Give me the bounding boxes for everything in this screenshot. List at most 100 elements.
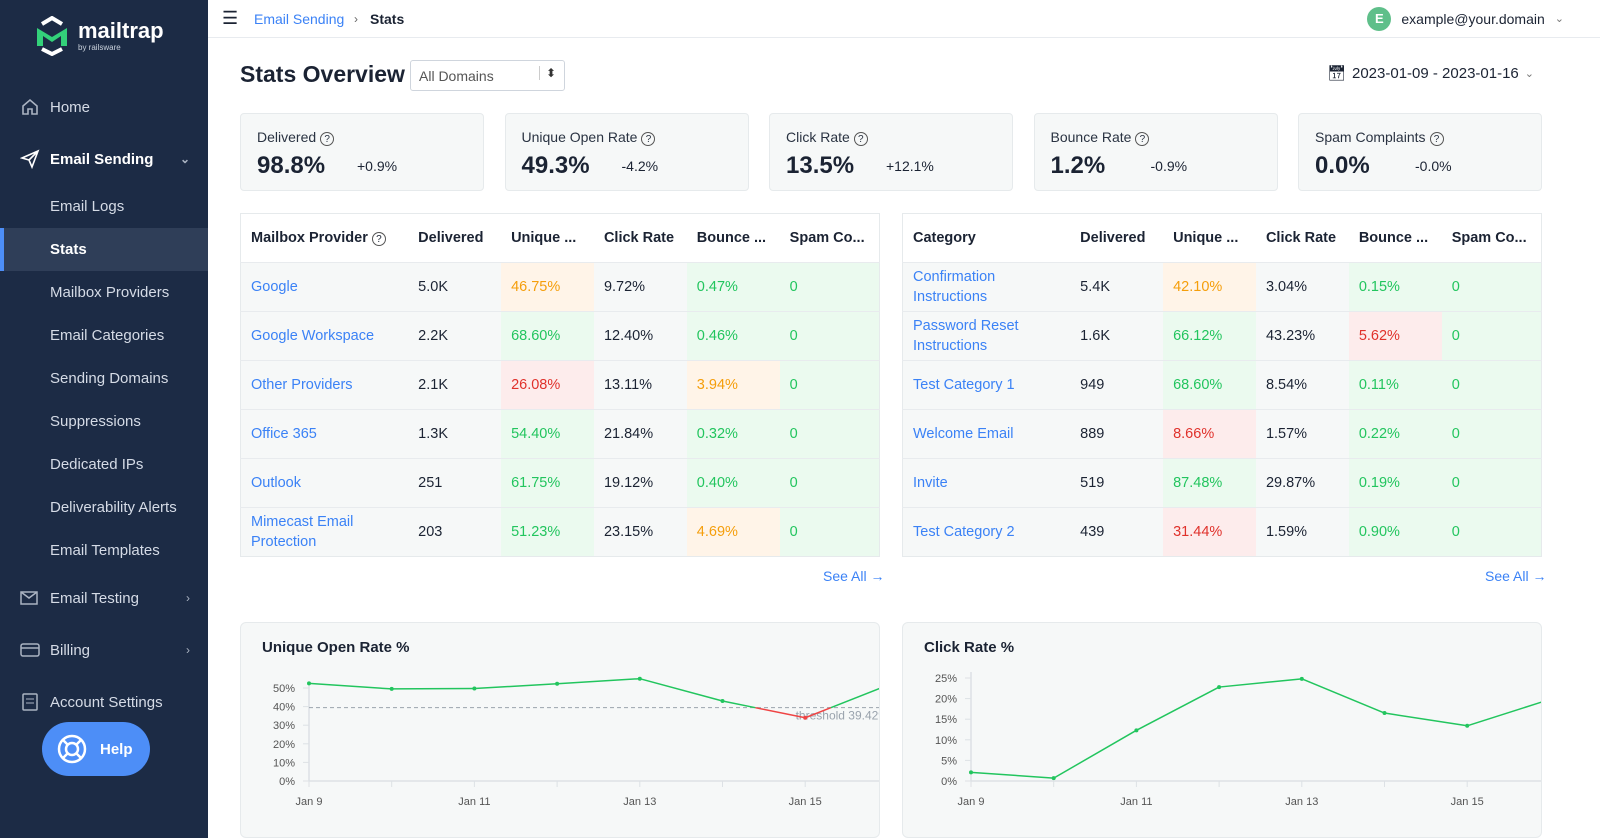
column-header[interactable]: Delivered <box>408 213 502 263</box>
table-cell: 0.90% <box>1348 507 1442 557</box>
row-name-link[interactable]: Test Category 2 <box>902 507 1071 557</box>
x-tick-label: Jan 15 <box>789 796 822 808</box>
sidebar-item-mailbox-providers[interactable]: Mailbox Providers <box>0 271 208 314</box>
table-cell: 29.87% <box>1255 458 1349 508</box>
menu-icon[interactable]: ☰ <box>222 8 239 28</box>
x-tick-label: Jan 15 <box>1451 796 1484 808</box>
sidebar-item-email-categories[interactable]: Email Categories <box>0 314 208 357</box>
row-name-link[interactable]: Outlook <box>240 458 409 508</box>
table-cell: 0.46% <box>686 311 780 361</box>
stat-label-text: Spam Complaints <box>1315 129 1426 145</box>
table-cell: 0 <box>1441 409 1542 459</box>
help-button[interactable]: Help <box>42 722 150 776</box>
sidebar-item-email-sending[interactable]: Email Sending ⌄ <box>0 148 208 170</box>
column-header[interactable]: Spam Co... <box>1441 213 1542 263</box>
sidebar-item-account-settings[interactable]: Account Settings <box>0 691 208 713</box>
breadcrumb-email-sending[interactable]: Email Sending <box>254 10 345 27</box>
stat-card-unique-open-rate: Unique Open Rate? 49.3% -4.2% <box>504 113 749 191</box>
column-header[interactable]: Click Rate <box>593 213 687 263</box>
row-name-link[interactable]: Office 365 <box>240 409 409 459</box>
column-header[interactable]: Bounce ... <box>1348 213 1442 263</box>
row-name-link[interactable]: Mimecast Email Protection <box>240 507 409 557</box>
table-cell: 12.40% <box>593 311 687 361</box>
sidebar-item-label: Suppressions <box>50 413 141 430</box>
mailbox-provider-table: Mailbox Provider ? Delivered Unique ... Cli… <box>240 213 880 557</box>
page-title: Stats Overview <box>240 61 405 87</box>
column-header[interactable]: Delivered <box>1070 213 1164 263</box>
series-segment <box>830 687 879 709</box>
mailtrap-logo[interactable]: mailtrap by railsware <box>34 16 164 56</box>
help-circle-icon[interactable]: ? <box>1135 132 1150 146</box>
data-point <box>637 676 642 681</box>
data-point <box>307 681 311 686</box>
date-range-picker[interactable]: 📅︎ 2023-01-09 - 2023-01-16 ⌄ <box>1327 64 1534 83</box>
sidebar-item-label: Stats <box>50 241 87 258</box>
table-row: Welcome Email 889 8.66% 1.57% 0.22% 0 <box>902 409 1542 459</box>
column-header[interactable]: Mailbox Provider ? <box>240 213 409 263</box>
stat-value: 13.5% <box>786 152 855 179</box>
stat-card-delivered: Delivered? 98.8% +0.9% <box>240 113 484 191</box>
row-name-link[interactable]: Google Workspace <box>240 311 409 361</box>
help-circle-icon[interactable]: ? <box>1429 132 1444 146</box>
help-circle-icon[interactable]: ? <box>853 132 868 146</box>
categories-see-all-link[interactable]: See All → <box>1485 568 1547 584</box>
sidebar-item-dedicated-ips[interactable]: Dedicated IPs <box>0 443 208 486</box>
series-segment <box>1219 678 1302 688</box>
column-header[interactable]: Unique ... <box>501 213 594 263</box>
sidebar-item-home[interactable]: Home <box>0 96 208 118</box>
date-range-value: 2023-01-09 - 2023-01-16 <box>1351 64 1519 82</box>
table-cell: 21.84% <box>593 409 687 459</box>
column-header[interactable]: Unique ... <box>1163 213 1256 263</box>
row-name-link[interactable]: Test Category 1 <box>902 360 1071 410</box>
row-name-link[interactable]: Welcome Email <box>902 409 1071 459</box>
sidebar-item-sending-domains[interactable]: Sending Domains <box>0 357 208 400</box>
sidebar-item-email-templates[interactable]: Email Templates <box>0 529 208 572</box>
sidebar-item-stats[interactable]: Stats <box>0 228 208 271</box>
sidebar-item-deliverability-alerts[interactable]: Deliverability Alerts <box>0 486 208 529</box>
y-tick-label: 40% <box>273 702 295 714</box>
table-cell: 87.48% <box>1163 458 1256 508</box>
logo-icon <box>37 16 67 56</box>
table-cell: 0 <box>779 360 880 410</box>
series-segment <box>474 682 558 690</box>
table-cell: 68.60% <box>1163 360 1256 410</box>
table-row: Outlook 251 61.75% 19.12% 0.40% 0 <box>240 458 880 508</box>
providers-see-all-link[interactable]: See All → <box>823 568 885 584</box>
sidebar-item-label: Sending Domains <box>50 370 169 387</box>
row-name-link[interactable]: Invite <box>902 458 1071 508</box>
table-cell: 203 <box>408 507 502 557</box>
help-circle-icon[interactable]: ? <box>371 232 386 246</box>
click-rate-chart: Click Rate % 0% 5% 10% 15% 20% 25% Jan 9 Jan 11 J… <box>902 622 1542 838</box>
table-cell: 2.1K <box>408 360 502 410</box>
table-cell: 0 <box>1441 458 1542 508</box>
sidebar-item-email-logs[interactable]: Email Logs <box>0 185 208 228</box>
data-point <box>720 699 725 704</box>
row-name-link[interactable]: Other Providers <box>240 360 409 410</box>
help-circle-icon[interactable]: ? <box>641 132 656 146</box>
sidebar-item-email-testing[interactable]: Email Testing › <box>0 587 208 609</box>
stat-label: Unique Open Rate? <box>522 129 656 146</box>
user-email: example@your.domain <box>1401 10 1545 27</box>
column-header[interactable]: Category <box>902 213 1071 263</box>
help-circle-icon[interactable]: ? <box>320 132 335 146</box>
stat-label: Delivered? <box>257 129 335 146</box>
column-header[interactable]: Bounce ... <box>686 213 780 263</box>
column-header[interactable]: Click Rate <box>1255 213 1349 263</box>
settings-icon <box>20 692 40 712</box>
row-name-link[interactable]: Confirmation Instructions <box>902 262 1071 312</box>
row-name-link[interactable]: Google <box>240 262 409 312</box>
domain-select[interactable]: All Domains ⬍ <box>410 60 565 91</box>
sidebar-item-billing[interactable]: Billing › <box>0 639 208 661</box>
table-cell: 3.94% <box>686 360 780 410</box>
sidebar: mailtrap by railsware Home Email Sending ⌄… <box>0 0 208 838</box>
y-tick-label: 25% <box>935 673 957 685</box>
table-row: Confirmation Instructions 5.4K 42.10% 3.04%… <box>902 262 1542 312</box>
sidebar-item-suppressions[interactable]: Suppressions <box>0 400 208 443</box>
chart-title: Click Rate % <box>924 639 1015 656</box>
stat-label-text: Delivered <box>257 129 317 145</box>
row-name-link[interactable]: Password Reset Instructions <box>902 311 1071 361</box>
table-cell: 8.66% <box>1163 409 1256 459</box>
column-header[interactable]: Spam Co... <box>779 213 880 263</box>
